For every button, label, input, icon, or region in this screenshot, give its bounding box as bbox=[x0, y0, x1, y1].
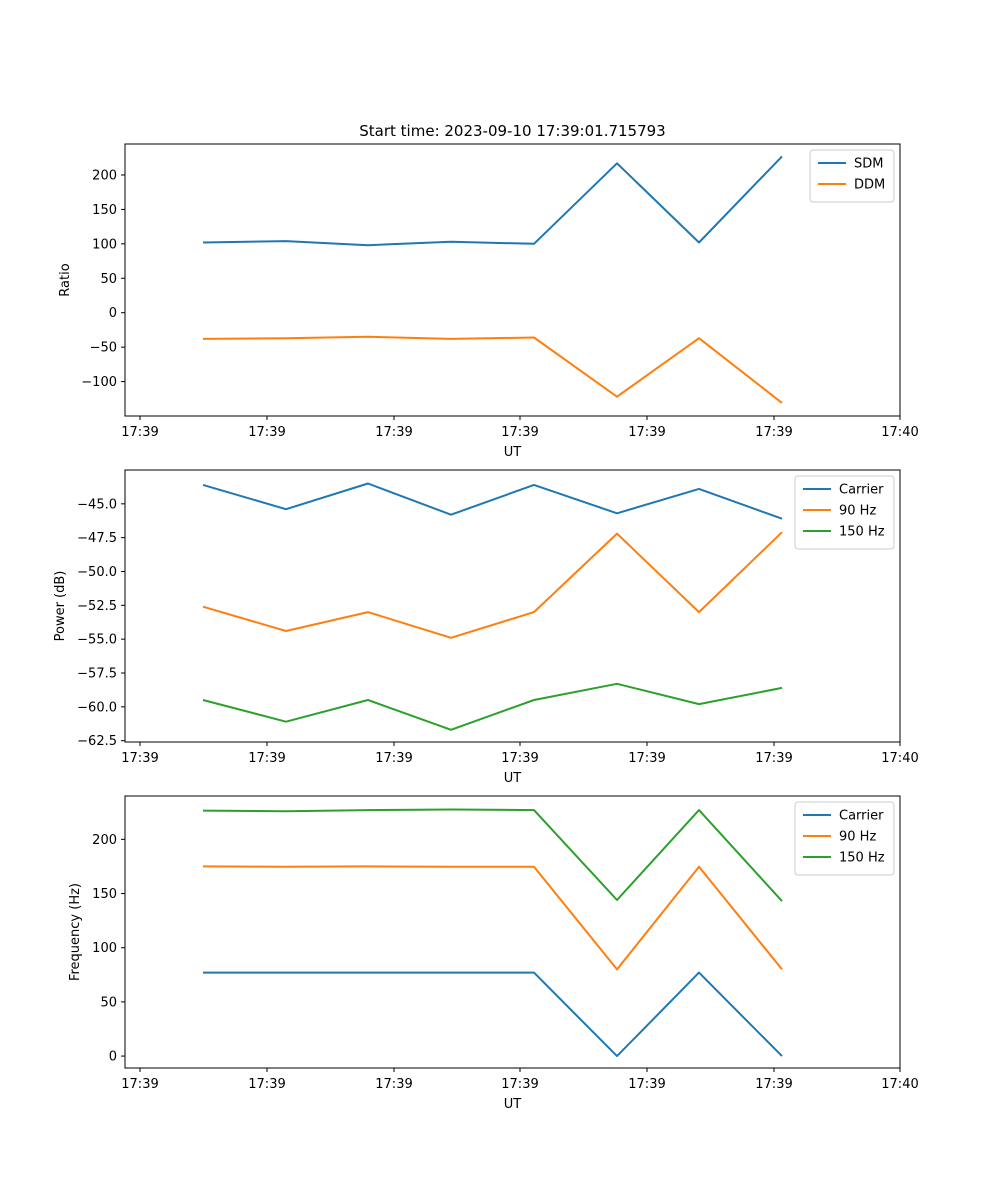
x-axis-label: UT bbox=[504, 771, 522, 786]
y-axis-label: Power (dB) bbox=[53, 571, 68, 642]
y-tick-label: −100 bbox=[81, 375, 117, 390]
series-line-90-hz bbox=[202, 531, 783, 639]
x-tick-label: 17:39 bbox=[248, 751, 285, 766]
x-tick-label: 17:40 bbox=[881, 1077, 918, 1092]
y-tick-label: 50 bbox=[100, 995, 117, 1010]
legend-label: 150 Hz bbox=[839, 851, 885, 866]
y-tick-label: 0 bbox=[109, 1050, 117, 1065]
legend-label: 90 Hz bbox=[839, 830, 876, 845]
y-axis-label: Frequency (Hz) bbox=[68, 883, 83, 981]
legend-label: Carrier bbox=[839, 809, 884, 824]
x-tick-label: 17:39 bbox=[755, 425, 792, 440]
x-axis-label: UT bbox=[504, 1097, 522, 1112]
y-tick-label: 50 bbox=[100, 272, 117, 287]
x-tick-label: 17:39 bbox=[121, 425, 158, 440]
y-tick-label: −60.0 bbox=[77, 700, 117, 715]
legend-label: 150 Hz bbox=[839, 525, 885, 540]
y-tick-label: 0 bbox=[109, 306, 117, 321]
x-tick-label: 17:39 bbox=[628, 425, 665, 440]
x-tick-label: 17:39 bbox=[121, 751, 158, 766]
y-tick-label: −50 bbox=[90, 341, 117, 356]
y-tick-label: 100 bbox=[92, 941, 117, 956]
series-line-carrier bbox=[202, 482, 783, 520]
x-tick-label: 17:39 bbox=[248, 425, 285, 440]
x-tick-label: 17:39 bbox=[755, 1077, 792, 1092]
x-tick-label: 17:40 bbox=[881, 425, 918, 440]
x-tick-label: 17:39 bbox=[375, 1077, 412, 1092]
x-tick-label: 17:39 bbox=[755, 751, 792, 766]
axes-frame-1 bbox=[124, 469, 901, 743]
y-tick-label: 200 bbox=[92, 833, 117, 848]
y-tick-label: −55.0 bbox=[77, 633, 117, 648]
y-tick-label: −57.5 bbox=[77, 666, 117, 681]
y-axis-label: Ratio bbox=[58, 263, 73, 296]
y-tick-label: 200 bbox=[92, 168, 117, 183]
legend-label: DDM bbox=[854, 178, 885, 193]
series-line-150-hz bbox=[202, 682, 783, 731]
series-line-carrier bbox=[203, 971, 783, 1058]
y-tick-label: 150 bbox=[92, 203, 117, 218]
y-tick-label: −52.5 bbox=[77, 599, 117, 614]
y-tick-label: −47.5 bbox=[77, 531, 117, 546]
y-tick-label: 150 bbox=[92, 887, 117, 902]
x-tick-label: 17:39 bbox=[501, 1077, 538, 1092]
x-tick-label: 17:39 bbox=[628, 751, 665, 766]
x-axis-label: UT bbox=[504, 445, 522, 460]
y-tick-label: −45.0 bbox=[77, 497, 117, 512]
x-tick-label: 17:39 bbox=[375, 751, 412, 766]
legend-label: Carrier bbox=[839, 483, 884, 498]
axes-frame-0 bbox=[124, 143, 901, 417]
y-tick-label: −62.5 bbox=[77, 734, 117, 749]
legend-label: 90 Hz bbox=[839, 504, 876, 519]
series-line-ddm bbox=[202, 335, 783, 404]
x-tick-label: 17:40 bbox=[881, 751, 918, 766]
y-tick-label: −50.0 bbox=[77, 565, 117, 580]
series-line-sdm bbox=[202, 155, 783, 247]
x-tick-label: 17:39 bbox=[375, 425, 412, 440]
axes-frame-2 bbox=[124, 795, 901, 1069]
x-tick-label: 17:39 bbox=[121, 1077, 158, 1092]
chart-title: Start time: 2023-09-10 17:39:01.715793 bbox=[359, 122, 665, 140]
y-tick-label: 100 bbox=[92, 237, 117, 252]
x-tick-label: 17:39 bbox=[248, 1077, 285, 1092]
series-line-150-hz bbox=[202, 808, 783, 902]
x-tick-label: 17:39 bbox=[501, 425, 538, 440]
series-line-90-hz bbox=[202, 865, 783, 971]
legend-label: SDM bbox=[854, 157, 883, 172]
x-tick-label: 17:39 bbox=[501, 751, 538, 766]
x-tick-label: 17:39 bbox=[628, 1077, 665, 1092]
